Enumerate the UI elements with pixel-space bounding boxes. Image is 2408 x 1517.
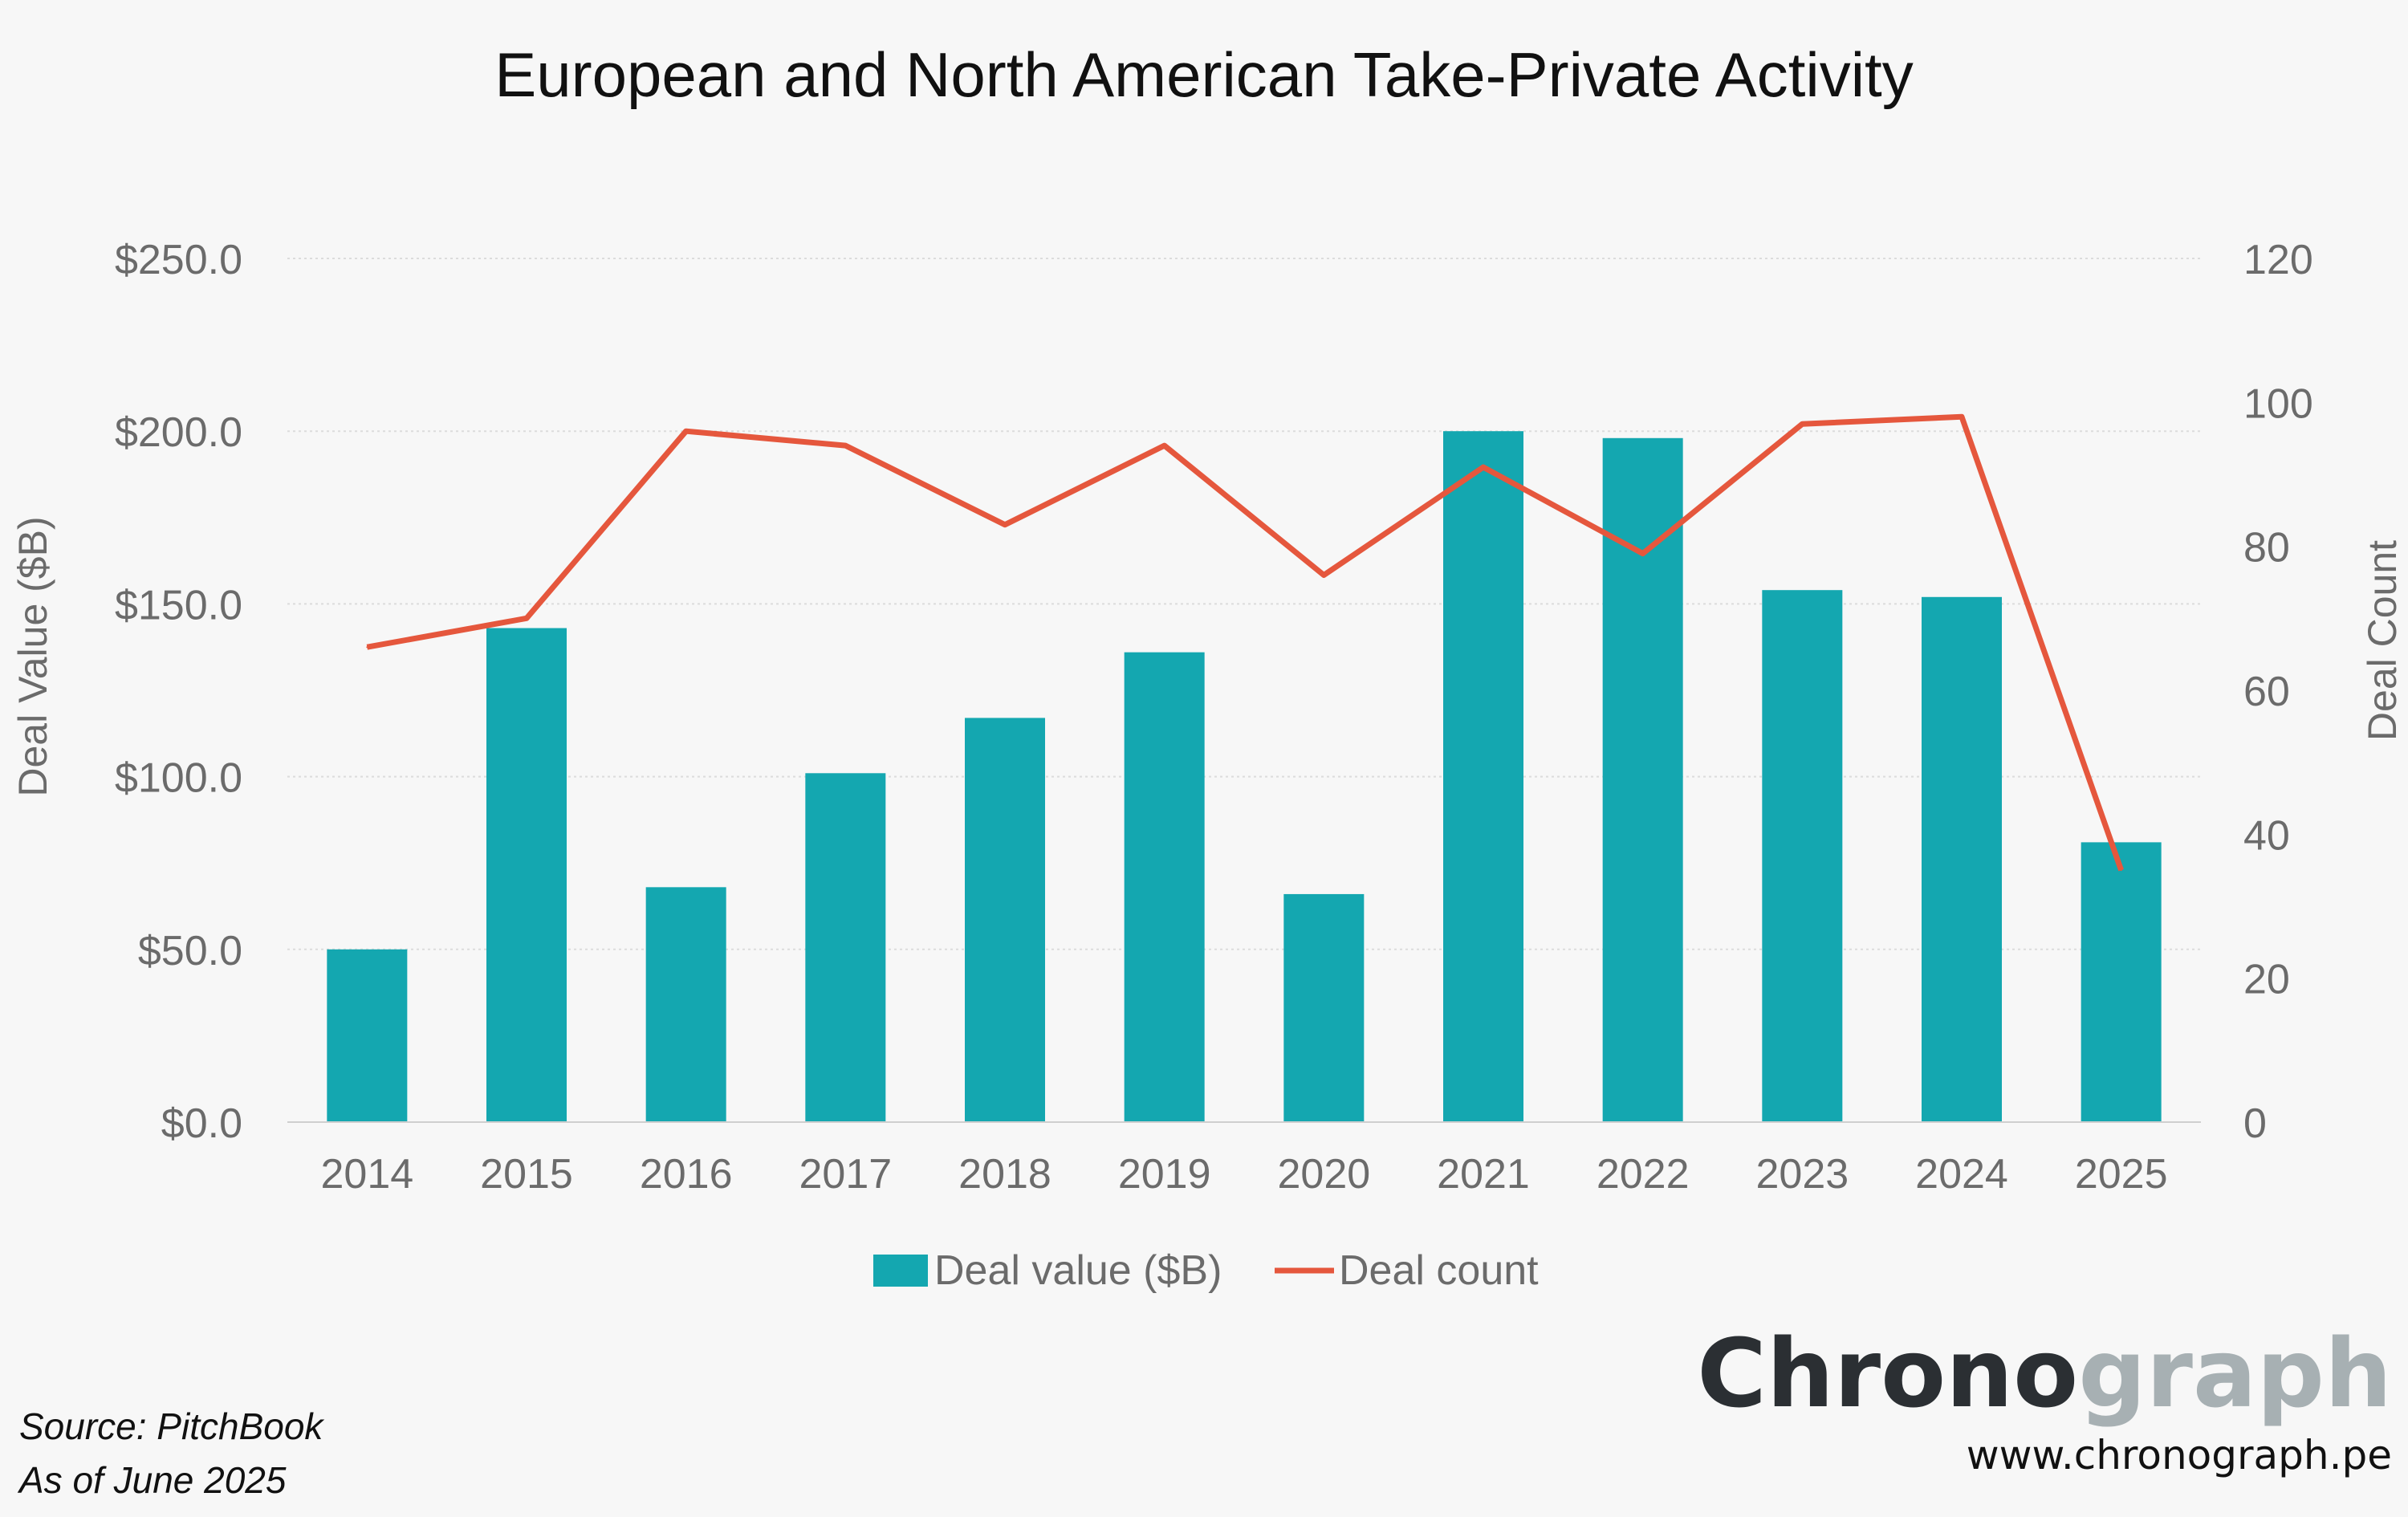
bar-series <box>327 431 2162 1122</box>
y-axis-left: $0.0 $50.0 $100.0 $150.0 $200.0 $250.0 <box>115 237 242 1147</box>
y-tick-label: $0.0 <box>161 1100 242 1147</box>
brand-logo: Chronograph www.chronograph.pe <box>1697 1318 2392 1478</box>
bar-deal-value <box>1283 893 1365 1122</box>
line-series <box>366 413 2124 872</box>
x-tick-label: 2024 <box>1915 1151 2008 1198</box>
x-tick-label: 2017 <box>799 1151 892 1198</box>
point-deal-count <box>1801 423 1804 425</box>
y-tick-label: $150.0 <box>115 582 242 628</box>
x-tick-label: 2015 <box>480 1151 573 1198</box>
gridlines <box>287 258 2201 950</box>
y2-tick-label: 40 <box>2243 812 2290 859</box>
y-axis-title: Deal Value ($B) <box>10 516 55 796</box>
x-tick-label: 2023 <box>1755 1151 1849 1198</box>
point-deal-count <box>1961 416 1963 418</box>
x-tick-label: 2019 <box>1118 1151 1211 1198</box>
x-tick-label: 2022 <box>1597 1151 1690 1198</box>
legend-label-deal-value: Deal value ($B) <box>934 1247 1222 1294</box>
point-deal-count <box>1004 523 1006 526</box>
y2-axis-title: Deal Count <box>2360 540 2405 741</box>
x-tick-label: 2020 <box>1277 1151 1370 1198</box>
x-tick-label: 2025 <box>2075 1151 2168 1198</box>
chart-title: European and North American Take-Private… <box>494 39 1913 110</box>
point-deal-count <box>1323 574 1325 576</box>
bar-deal-value <box>965 718 1045 1122</box>
brand-name: Chronograph <box>1697 1318 2392 1429</box>
brand-name-part1: Chrono <box>1697 1318 2078 1429</box>
x-tick-label: 2014 <box>320 1151 413 1198</box>
point-deal-count <box>526 617 527 620</box>
x-axis: 2014 2015 2016 2017 2018 2019 2020 2021 2022 2023… <box>287 1121 2201 1198</box>
bar-deal-value <box>486 628 567 1122</box>
point-deal-count <box>1163 445 1165 447</box>
bar-deal-value <box>2081 842 2162 1122</box>
y-axis-right: 0 20 40 60 80 100 120 <box>2243 237 2313 1147</box>
y-tick-label: $50.0 <box>138 928 242 974</box>
bar-deal-value <box>327 949 408 1122</box>
brand-url: www.chronograph.pe <box>1967 1432 2392 1478</box>
y2-tick-label: 20 <box>2243 957 2290 1003</box>
line-deal-count <box>366 413 2124 872</box>
point-deal-count <box>1483 466 1484 469</box>
bar-deal-value <box>1922 596 2002 1122</box>
point-deal-count <box>685 430 687 433</box>
legend-label-deal-count: Deal count <box>1339 1247 1539 1294</box>
x-tick-label: 2016 <box>640 1151 733 1198</box>
point-deal-count <box>2120 869 2122 872</box>
bar-deal-value <box>1443 431 1523 1122</box>
x-tick-label: 2018 <box>958 1151 1051 1198</box>
legend: Deal value ($B) Deal count <box>873 1247 1539 1294</box>
y2-tick-label: 60 <box>2243 669 2290 715</box>
brand-name-part2: graph <box>2078 1318 2392 1429</box>
source-note: Source: PitchBook <box>19 1405 324 1447</box>
bar-deal-value <box>645 887 726 1122</box>
bar-deal-value <box>1762 590 1843 1122</box>
y2-tick-label: 80 <box>2243 525 2290 571</box>
y-tick-label: $100.0 <box>115 755 242 802</box>
bar-deal-value <box>1124 652 1205 1122</box>
x-tick-label: 2021 <box>1437 1151 1530 1198</box>
point-deal-count <box>366 646 368 649</box>
point-deal-count <box>1641 552 1644 555</box>
y-tick-label: $200.0 <box>115 409 242 456</box>
point-deal-count <box>844 445 847 447</box>
y2-tick-label: 0 <box>2243 1100 2267 1147</box>
y-tick-label: $250.0 <box>115 237 242 283</box>
as-of-note: As of June 2025 <box>17 1459 287 1501</box>
y2-tick-label: 100 <box>2243 380 2313 427</box>
legend-swatch-deal-value <box>873 1255 928 1287</box>
y2-tick-label: 120 <box>2243 237 2313 283</box>
bar-deal-value <box>805 773 886 1122</box>
